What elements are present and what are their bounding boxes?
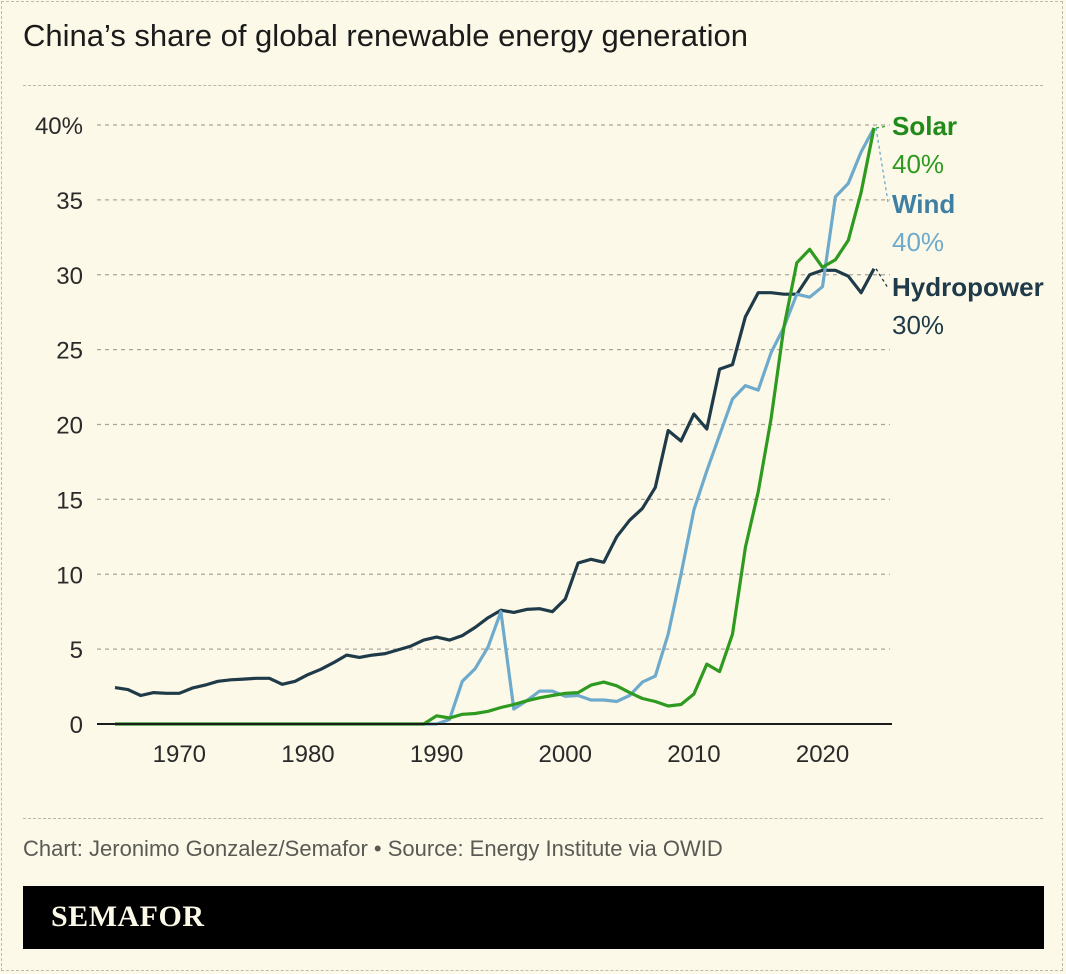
y-tick-label: 25	[56, 338, 83, 365]
chart-title: China’s share of global renewable energy…	[23, 18, 748, 53]
series-value-wind: 40%	[892, 227, 944, 257]
x-tick-label: 1990	[410, 741, 463, 768]
series-value-hydropower: 30%	[892, 310, 944, 340]
brand-band: SEMAFOR	[23, 886, 1044, 949]
x-tick-label: 1980	[281, 741, 334, 768]
y-tick-label: 40%	[35, 113, 83, 140]
series-line-hydropower	[114, 268, 876, 698]
y-tick-label: 15	[56, 487, 83, 514]
y-tick-label: 35	[56, 188, 83, 215]
series-line-wind	[115, 127, 876, 726]
label-leader-line	[875, 125, 889, 129]
y-tick-label: 20	[56, 413, 83, 440]
y-tick-label: 5	[70, 637, 83, 664]
label-leader-line	[875, 268, 889, 289]
series-line-solar	[115, 127, 876, 726]
x-tick-label: 2010	[667, 741, 720, 768]
title-divider	[23, 85, 1043, 86]
y-tick-label: 0	[70, 712, 83, 739]
series-label-solar: Solar	[892, 111, 957, 141]
x-tick-label: 2020	[796, 741, 849, 768]
source-note: Chart: Jeronimo Gonzalez/Semafor • Sourc…	[23, 836, 723, 861]
semafor-logo: SEMAFOR	[51, 900, 205, 933]
y-tick-label: 30	[56, 263, 83, 290]
series-label-hydropower: Hydropower	[892, 272, 1044, 302]
x-tick-label: 1970	[153, 741, 206, 768]
footer-divider	[23, 818, 1043, 819]
series-label-wind: Wind	[892, 189, 955, 219]
y-tick-label: 10	[56, 562, 83, 589]
label-leader-line	[875, 127, 889, 203]
x-tick-label: 2000	[539, 741, 592, 768]
series-value-solar: 40%	[892, 149, 944, 179]
